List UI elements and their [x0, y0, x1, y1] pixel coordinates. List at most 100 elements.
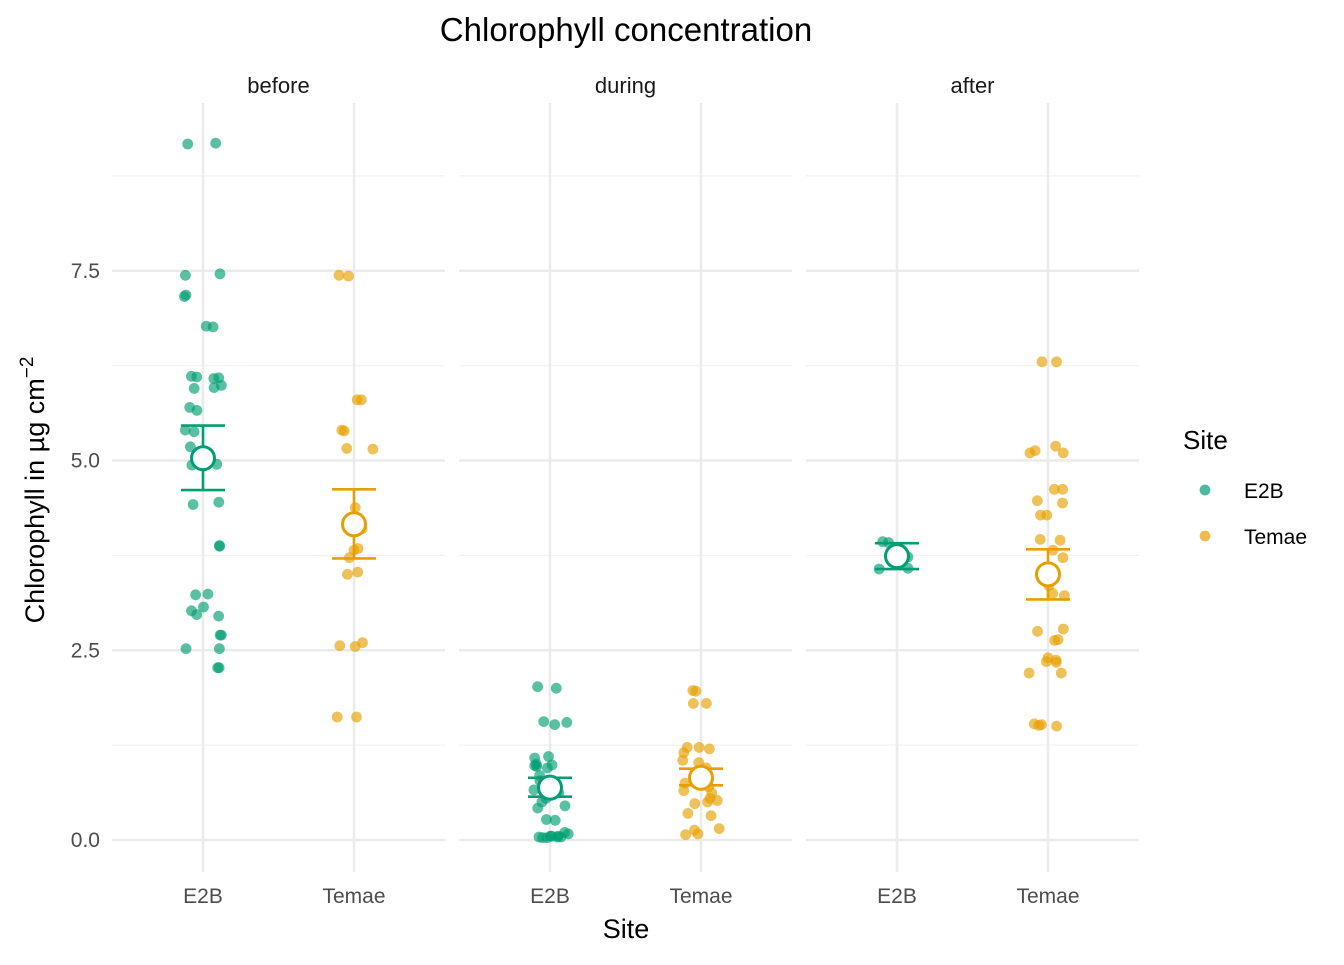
legend-label: E2B: [1244, 480, 1284, 503]
data-point: [191, 609, 203, 620]
data-point: [1031, 495, 1043, 507]
x-tick-label: E2B: [183, 885, 223, 908]
data-point: [213, 496, 225, 508]
y-axis-title-exponent: −2: [17, 357, 38, 379]
facet-panels: before E2B Temae during E2B Temae after E2B Tema…: [112, 73, 1139, 908]
data-point: [1024, 447, 1036, 459]
data-point: [186, 370, 197, 382]
data-point: [561, 717, 573, 728]
data-point: [336, 424, 348, 436]
x-tick-label: Temae: [669, 885, 732, 908]
data-point: [180, 269, 191, 281]
data-point: [549, 814, 561, 826]
data-point: [191, 405, 203, 416]
data-point: [711, 795, 723, 806]
y-axis-title: Chlorophyll in µg cm−2: [17, 357, 50, 624]
data-point: [333, 269, 345, 281]
data-point: [216, 380, 227, 391]
data-point: [1036, 356, 1048, 368]
y-tick-label: 5.0: [71, 450, 100, 473]
mean-marker: [688, 764, 714, 791]
data-point: [351, 711, 362, 723]
error-bar-during-E2B: [528, 774, 572, 801]
mean-marker: [1035, 561, 1061, 588]
legend-label: Temae: [1244, 526, 1307, 549]
data-point: [677, 754, 689, 766]
y-tick-label: 2.5: [71, 639, 100, 662]
data-point: [701, 698, 712, 709]
data-point: [342, 568, 353, 580]
data-point: [1057, 497, 1068, 509]
error-bar-during-Temae: [679, 764, 723, 791]
data-point: [1033, 720, 1045, 731]
legend-key: [1199, 530, 1211, 542]
data-point: [680, 829, 691, 841]
data-point: [180, 289, 192, 301]
data-point: [214, 540, 226, 552]
data-point: [1034, 534, 1046, 545]
data-point: [1041, 656, 1052, 667]
points-during-E2B: [528, 681, 574, 844]
data-point: [1057, 623, 1069, 635]
mean-marker: [341, 511, 367, 538]
data-point: [331, 711, 343, 723]
points-after-Temae: [1023, 356, 1070, 732]
data-point: [687, 698, 699, 709]
data-point: [538, 716, 550, 727]
legend-item-E2B: E2B: [1199, 480, 1284, 503]
data-point: [559, 800, 571, 812]
data-point: [188, 383, 200, 394]
data-point: [179, 424, 191, 436]
data-point: [214, 268, 226, 280]
legend-item-Temae: Temae: [1199, 526, 1307, 549]
data-point: [532, 681, 543, 693]
error-bar-before-E2B: [181, 424, 225, 492]
data-point: [341, 443, 353, 454]
data-point: [550, 682, 562, 694]
facet-panel-before: before E2B Temae: [112, 73, 445, 908]
legend-items: E2B Temae: [1199, 480, 1307, 549]
data-point: [1049, 635, 1060, 646]
error-bar-before-Temae: [332, 488, 376, 560]
data-point: [713, 823, 725, 834]
facet-panel-after: after E2B Temae: [806, 73, 1139, 908]
data-point: [367, 443, 379, 455]
data-point: [185, 441, 196, 453]
data-point: [541, 814, 552, 825]
data-point: [212, 662, 224, 674]
data-point: [546, 830, 557, 842]
data-point: [1050, 657, 1062, 668]
data-point: [214, 629, 226, 641]
x-axis-title: Site: [603, 914, 650, 944]
data-point: [213, 610, 225, 622]
data-point: [1057, 552, 1069, 564]
data-point: [531, 761, 543, 772]
data-point: [190, 589, 202, 601]
facet-label-during: during: [595, 73, 656, 98]
data-point: [1023, 667, 1035, 679]
data-point: [692, 828, 704, 840]
data-point: [1051, 720, 1062, 732]
data-point: [1047, 587, 1059, 599]
data-point: [555, 831, 567, 843]
data-point: [187, 499, 199, 510]
legend-key: [1199, 484, 1211, 496]
data-point: [188, 426, 200, 438]
data-point: [351, 394, 363, 406]
data-point: [352, 566, 364, 578]
y-tick-label: 7.5: [71, 260, 100, 283]
facet-panel-during: during E2B Temae: [459, 73, 792, 908]
data-point: [198, 601, 209, 613]
data-point: [689, 798, 701, 809]
x-tick-label: Temae: [1016, 885, 1079, 908]
points-before-E2B: [179, 137, 227, 674]
y-axis-tick-labels: 0.0 2.5 5.0 7.5: [71, 260, 100, 852]
y-axis-title-text: Chlorophyll in µg cm: [20, 378, 50, 623]
chart-title: Chlorophyll concentration: [440, 11, 812, 48]
data-point: [678, 785, 690, 797]
data-point: [182, 138, 194, 150]
x-tick-label: Temae: [322, 885, 385, 908]
data-point: [202, 588, 214, 600]
data-point: [1032, 625, 1043, 637]
data-point: [528, 784, 540, 796]
